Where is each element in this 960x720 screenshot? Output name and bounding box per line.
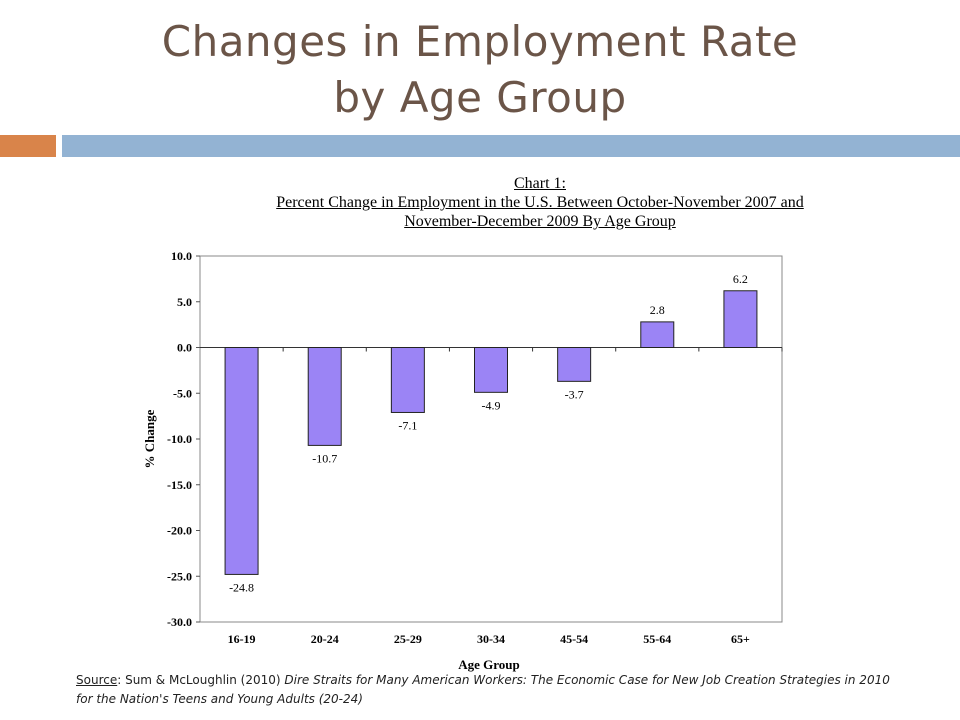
data-label: -7.1 bbox=[398, 418, 417, 432]
y-tick-label: 0.0 bbox=[177, 341, 192, 355]
source-title: Dire Straits for Many American Workers: … bbox=[76, 673, 890, 706]
accent-bar-orange bbox=[0, 135, 56, 157]
y-tick-label: -15.0 bbox=[167, 478, 192, 492]
slide-title-line-2: by Age Group bbox=[333, 73, 627, 122]
y-tick-label: -20.0 bbox=[167, 524, 192, 538]
y-tick-label: -10.0 bbox=[167, 432, 192, 446]
data-label: 6.2 bbox=[733, 272, 748, 286]
x-tick-label: 16-19 bbox=[228, 632, 256, 646]
chart-title: Chart 1: Percent Change in Employment in… bbox=[160, 174, 920, 231]
y-tick-label: 10.0 bbox=[171, 249, 192, 263]
x-tick-label: 20-24 bbox=[311, 632, 339, 646]
accent-bar-blue bbox=[62, 135, 960, 157]
data-label: -24.8 bbox=[229, 580, 254, 594]
data-label: -10.7 bbox=[312, 451, 337, 465]
bar-20-24 bbox=[307, 347, 342, 446]
y-tick-label: 5.0 bbox=[177, 295, 192, 309]
x-tick-label: 55-64 bbox=[643, 632, 671, 646]
bar-chart: 10.0 5.0 0.0 -5.0 -10.0 -15.0 -20.0 -25.0 -30.0 -… bbox=[142, 249, 783, 672]
bar-45-54 bbox=[557, 347, 592, 382]
y-tick-label: -25.0 bbox=[167, 569, 192, 583]
bar-16-19 bbox=[224, 347, 259, 575]
chart-title-line-1: Chart 1: bbox=[514, 175, 566, 192]
y-tick-label: -5.0 bbox=[173, 386, 192, 400]
data-label: -3.7 bbox=[565, 387, 584, 401]
y-tick-label: -30.0 bbox=[167, 615, 192, 629]
source-citation: Source: Sum & McLoughlin (2010) Dire Str… bbox=[76, 671, 896, 709]
plot-frame bbox=[199, 255, 783, 623]
bar-25-29 bbox=[390, 347, 425, 413]
slide-title: Changes in Employment Rate by Age Group bbox=[0, 14, 960, 126]
chart-title-line-3: November-December 2009 By Age Group bbox=[404, 213, 676, 230]
data-label: -4.9 bbox=[482, 398, 501, 412]
data-label: 2.8 bbox=[650, 303, 665, 317]
x-tick-label: 30-34 bbox=[477, 632, 505, 646]
bar-30-34 bbox=[474, 347, 508, 393]
bar-65+ bbox=[723, 290, 758, 348]
source-label: Source bbox=[76, 673, 118, 687]
slide-title-line-1: Changes in Employment Rate bbox=[161, 17, 799, 66]
x-tick-label: 25-29 bbox=[394, 632, 422, 646]
chart-title-line-2: Percent Change in Employment in the U.S.… bbox=[276, 194, 804, 211]
x-tick-label: 45-54 bbox=[560, 632, 588, 646]
x-tick-label: 65+ bbox=[731, 632, 750, 646]
x-axis-title: Age Group bbox=[458, 657, 520, 672]
bar-55-64 bbox=[640, 321, 675, 349]
y-axis-title: % Change bbox=[142, 409, 157, 468]
source-authors: : Sum & McLoughlin (2010) bbox=[117, 673, 285, 687]
